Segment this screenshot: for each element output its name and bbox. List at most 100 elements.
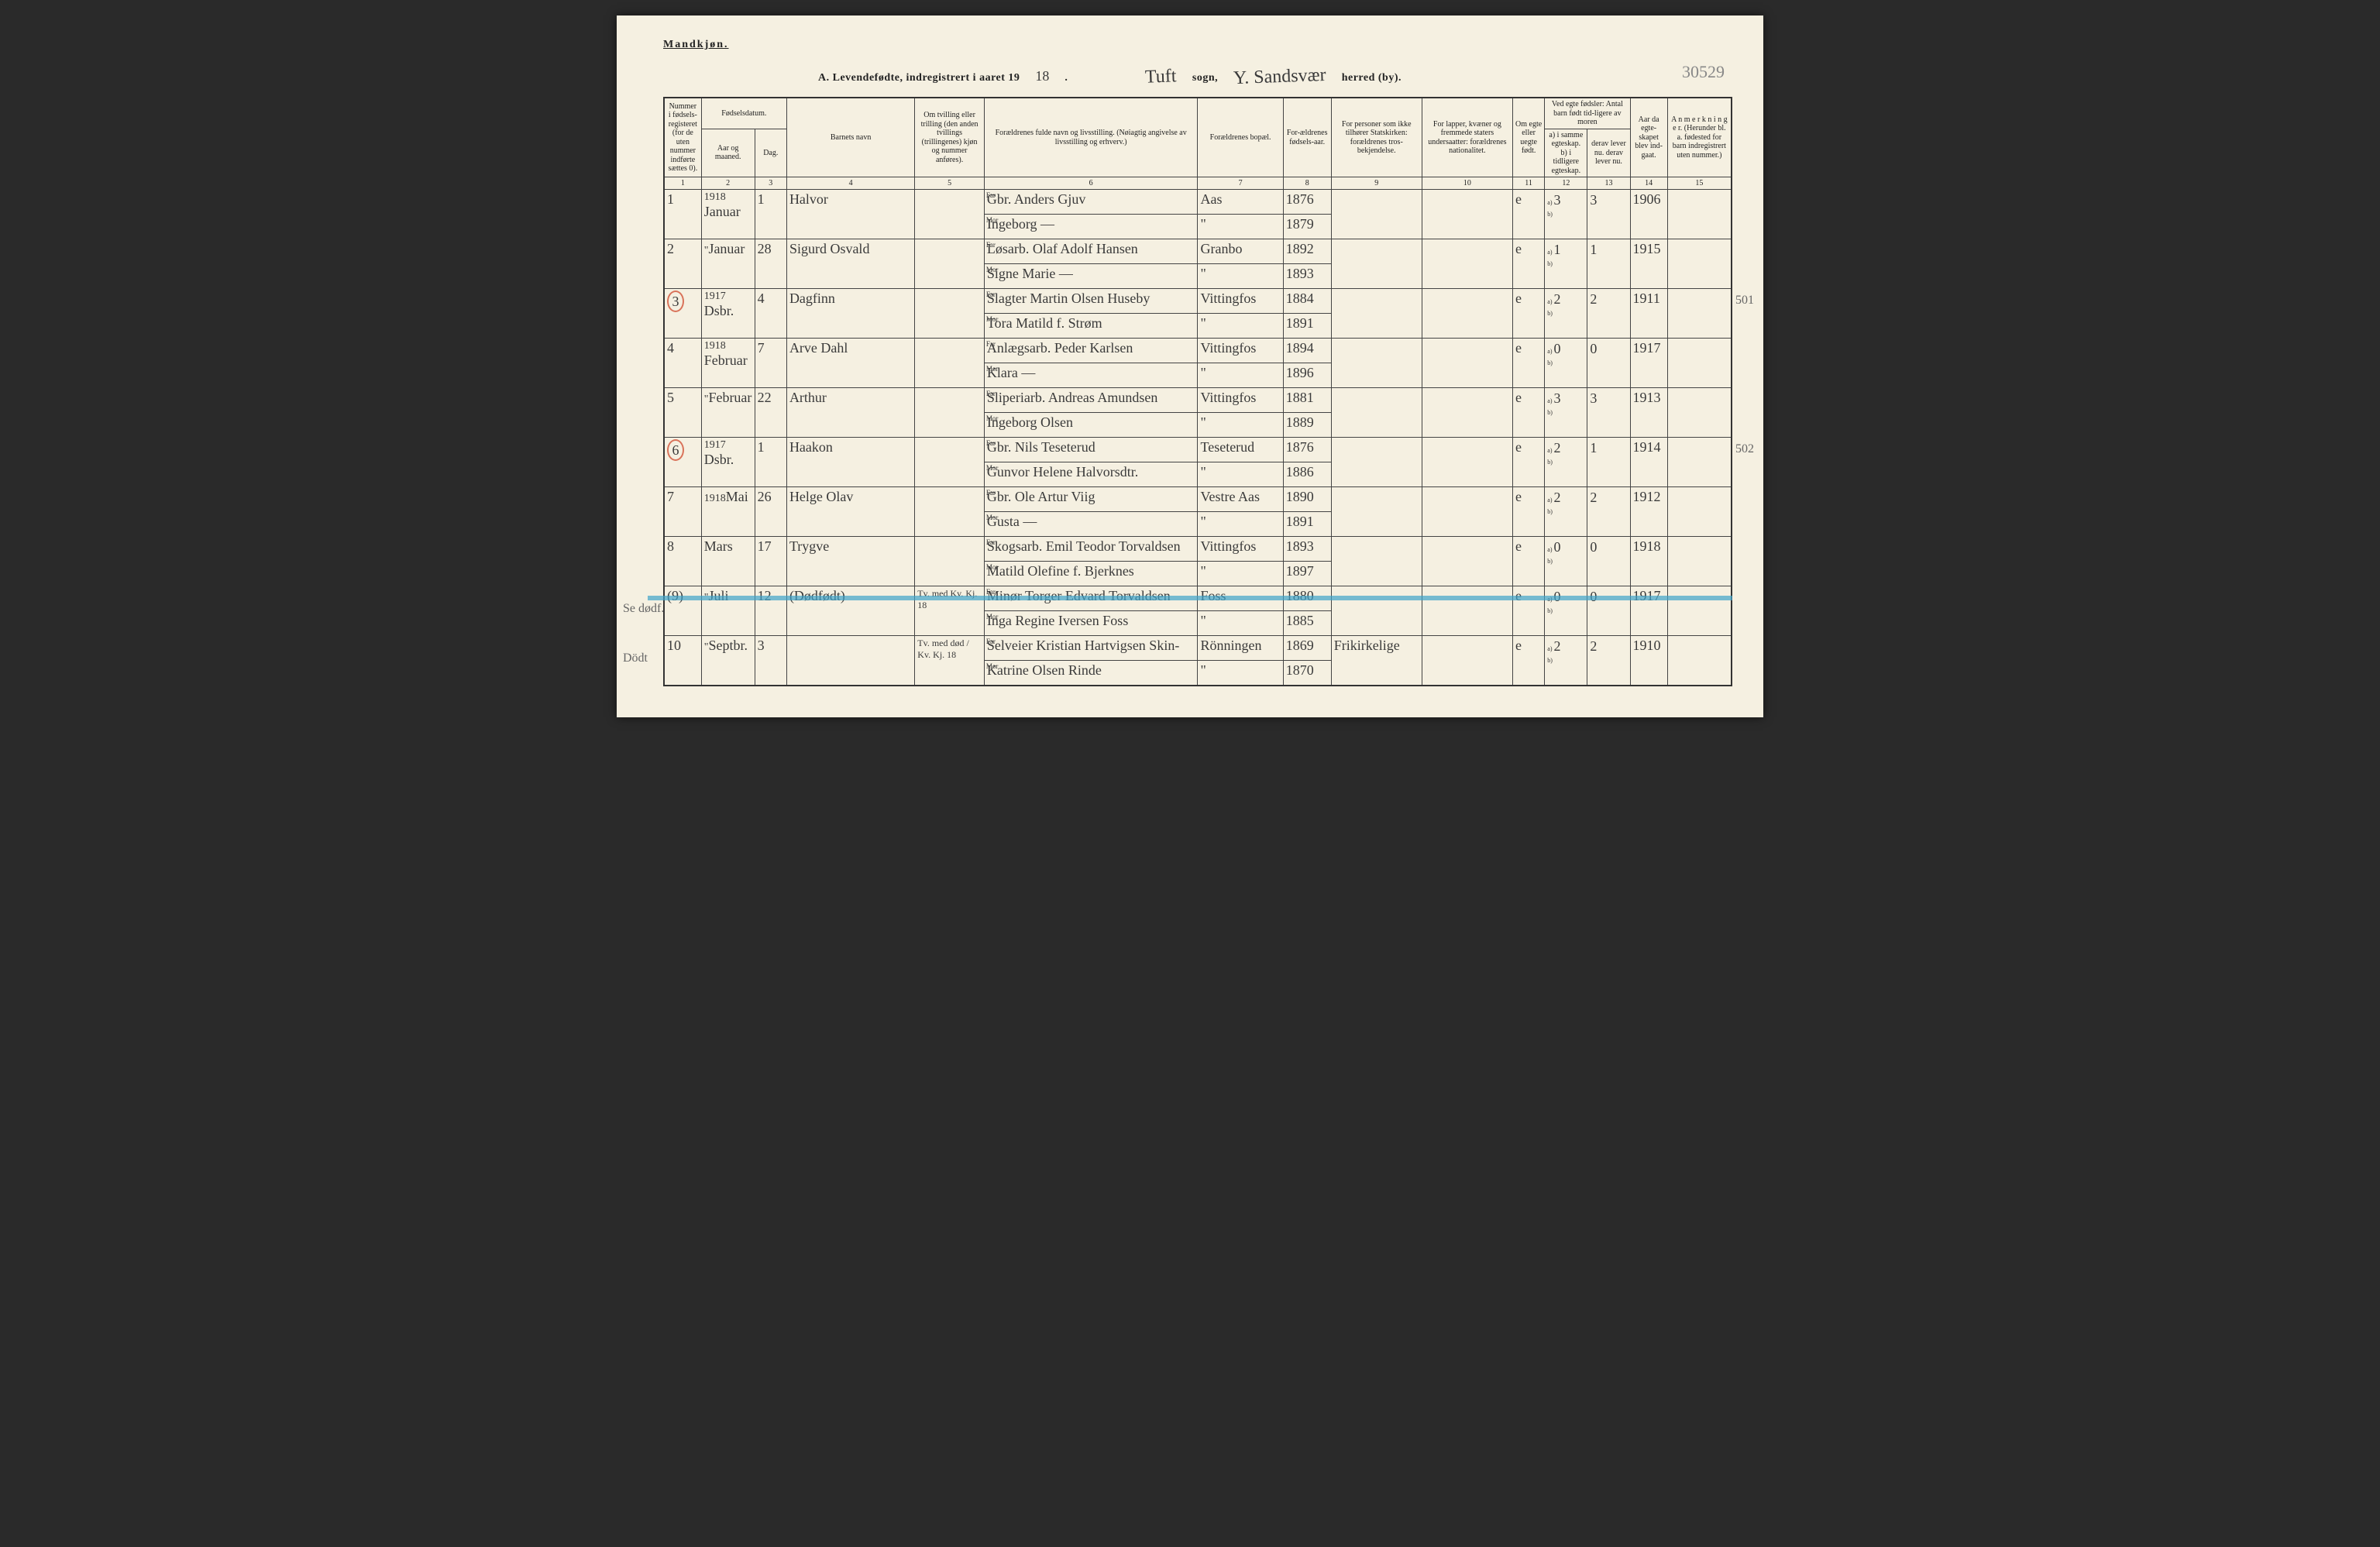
cell-month: 1918Mai xyxy=(701,487,755,537)
cell-twin xyxy=(915,190,985,239)
cell-c13: 1 xyxy=(1587,239,1630,289)
cell-month: "Septbr. xyxy=(701,636,755,686)
title-line: A. Levendefødte, indregistrert i aaret 1… xyxy=(663,65,1732,86)
entry-row-far: 8Mars17TrygveFarSkogsarb. Emil Teodor To… xyxy=(664,537,1732,562)
cell-bopael-far: Vittingfos xyxy=(1198,289,1283,314)
head-c10: For lapper, kvæner og fremmede staters u… xyxy=(1422,98,1512,177)
cell-nat xyxy=(1422,636,1512,686)
cell-twin: Tv. med Kv. Kj. 18 xyxy=(915,586,985,636)
cell-mor: MorInga Regine Iversen Foss xyxy=(984,611,1198,636)
cell-anm xyxy=(1667,190,1732,239)
cell-bopael-mor: " xyxy=(1198,413,1283,438)
colnum-cell: 6 xyxy=(984,177,1198,190)
cell-anm xyxy=(1667,487,1732,537)
cell-c12: 2 xyxy=(1545,289,1587,339)
table-head: Nummer i fødsels-registeret (for de uten… xyxy=(664,98,1732,190)
cell-month: 1918Februar xyxy=(701,339,755,388)
cell-far: FarLøsarb. Olaf Adolf Hansen xyxy=(984,239,1198,264)
cell-bopael-far: Vittingfos xyxy=(1198,537,1283,562)
head-c4: Barnets navn xyxy=(786,98,914,177)
cell-nat xyxy=(1422,537,1512,586)
cell-child: Dagfinn xyxy=(786,289,914,339)
cell-bopael-far: Vestre Aas xyxy=(1198,487,1283,512)
cell-faar-far: 1869 xyxy=(1283,636,1331,661)
cell-c13: 2 xyxy=(1587,636,1630,686)
cell-anm xyxy=(1667,636,1732,686)
cell-num: 2 xyxy=(664,239,701,289)
cell-tros xyxy=(1331,586,1422,636)
cell-bopael-mor: " xyxy=(1198,661,1283,686)
cell-anm xyxy=(1667,586,1732,636)
head-c15: A n m e r k n i n g e r. (Herunder bl. a… xyxy=(1667,98,1732,177)
cell-c14: 1906 xyxy=(1630,190,1667,239)
cell-nat xyxy=(1422,339,1512,388)
colnum-cell: 11 xyxy=(1512,177,1544,190)
cell-twin: Tv. med død / Kv. Kj. 18 xyxy=(915,636,985,686)
cell-c14: 1911 xyxy=(1630,289,1667,339)
cell-day: 12 xyxy=(755,586,786,636)
cell-c13: 2 xyxy=(1587,487,1630,537)
cell-bopael-mor: " xyxy=(1198,215,1283,239)
colnum-cell: 9 xyxy=(1331,177,1422,190)
cell-c12: 1 xyxy=(1545,239,1587,289)
cell-c13: 1 xyxy=(1587,438,1630,487)
head-c7: Forældrenes bopæl. xyxy=(1198,98,1283,177)
cell-twin xyxy=(915,487,985,537)
cell-num: 5 xyxy=(664,388,701,438)
column-numbers: 123456789101112131415 xyxy=(664,177,1732,190)
cell-anm xyxy=(1667,239,1732,289)
cell-tros xyxy=(1331,239,1422,289)
cell-c12: 3 xyxy=(1545,190,1587,239)
cell-far: FarSelveier Kristian Hartvigsen Skin- xyxy=(984,636,1198,661)
cell-c12: 0 xyxy=(1545,339,1587,388)
entry-row-far: 5"Februar22ArthurFarSliperiarb. Andreas … xyxy=(664,388,1732,413)
margin-note-right-501: 501 xyxy=(1735,294,1754,308)
head-c1213: Ved egte fødsler: Antal barn født tid-li… xyxy=(1545,98,1630,129)
cell-bopael-mor: " xyxy=(1198,512,1283,537)
sogn-label: sogn, xyxy=(1192,72,1218,84)
head-c1: Nummer i fødsels-registeret (for de uten… xyxy=(664,98,701,177)
cell-egte: e xyxy=(1512,388,1544,438)
cell-nat xyxy=(1422,190,1512,239)
cell-tros xyxy=(1331,438,1422,487)
cell-anm xyxy=(1667,537,1732,586)
entry-row-far: 31917Dsbr.4DagfinnFarSlagter Martin Olse… xyxy=(664,289,1732,314)
cell-egte: e xyxy=(1512,239,1544,289)
cell-egte: e xyxy=(1512,339,1544,388)
cell-mor: MorMatild Olefine f. Bjerknes xyxy=(984,562,1198,586)
cell-anm xyxy=(1667,339,1732,388)
table-body: 11918Januar1HalvorFarGbr. Anders GjuvAas… xyxy=(664,190,1732,686)
cell-child: Trygve xyxy=(786,537,914,586)
cell-child: Arve Dahl xyxy=(786,339,914,388)
register-page: Mandkjøn. A. Levendefødte, indregistrert… xyxy=(617,15,1763,717)
colnum-cell: 4 xyxy=(786,177,914,190)
herred-label: herred (by). xyxy=(1342,72,1402,84)
colnum-cell: 12 xyxy=(1545,177,1587,190)
cell-faar-mor: 1885 xyxy=(1283,611,1331,636)
cell-twin xyxy=(915,438,985,487)
cell-faar-mor: 1891 xyxy=(1283,512,1331,537)
cell-c14: 1914 xyxy=(1630,438,1667,487)
cell-nat xyxy=(1422,438,1512,487)
cell-mor: MorKatrine Olsen Rinde xyxy=(984,661,1198,686)
cell-far: FarGbr. Anders Gjuv xyxy=(984,190,1198,215)
cell-far: FarAnlægsarb. Peder Karlsen xyxy=(984,339,1198,363)
cell-day: 17 xyxy=(755,537,786,586)
cell-month: 1918Januar xyxy=(701,190,755,239)
cell-twin xyxy=(915,537,985,586)
cell-num: 1 xyxy=(664,190,701,239)
cell-child: Sigurd Osvald xyxy=(786,239,914,289)
head-c23: Fødselsdatum. xyxy=(701,98,786,129)
margin-note-left-10: Dödt xyxy=(623,651,648,665)
entry-row-far: 71918Mai26Helge OlavFarGbr. Ole Artur Vi… xyxy=(664,487,1732,512)
cell-egte: e xyxy=(1512,636,1544,686)
cell-c14: 1917 xyxy=(1630,339,1667,388)
cell-bopael-mor: " xyxy=(1198,363,1283,388)
cell-faar-far: 1890 xyxy=(1283,487,1331,512)
cell-bopael-mor: " xyxy=(1198,462,1283,487)
cell-faar-mor: 1879 xyxy=(1283,215,1331,239)
cell-day: 7 xyxy=(755,339,786,388)
head-c9: For personer som ikke tilhører Statskirk… xyxy=(1331,98,1422,177)
cell-day: 1 xyxy=(755,190,786,239)
cell-mor: MorIngeborg — xyxy=(984,215,1198,239)
